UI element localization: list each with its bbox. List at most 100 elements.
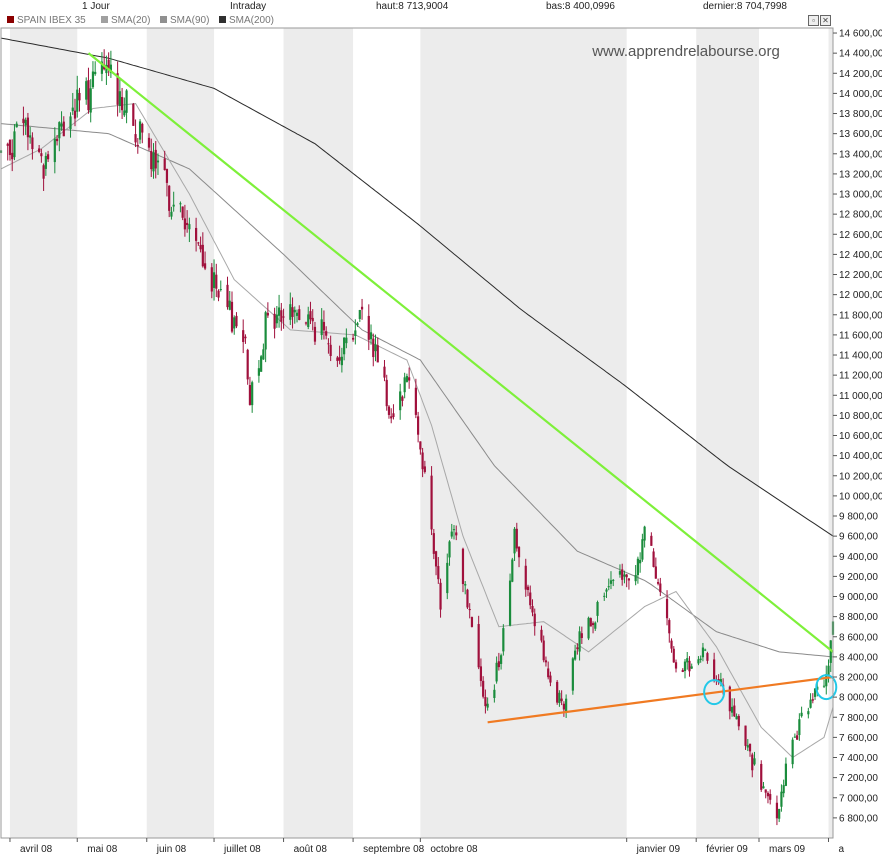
candle-down — [549, 675, 552, 683]
period-label[interactable]: 1 Jour — [82, 1, 110, 12]
month-band — [9, 28, 78, 838]
legend-swatch-ibex — [7, 16, 14, 23]
candle-up — [374, 344, 377, 352]
candle-down — [540, 629, 543, 641]
candle-down — [309, 311, 312, 320]
candle-up — [798, 719, 801, 736]
x-tick-label: juin 08 — [156, 844, 187, 854]
candle-down — [401, 396, 404, 401]
y-tick-label: 13 000,00 — [839, 190, 882, 201]
plot-border — [0, 27, 834, 839]
mode-label[interactable]: Intraday — [230, 1, 267, 12]
candle-down — [11, 152, 14, 160]
candle-up — [782, 785, 785, 794]
y-tick-label: 13 800,00 — [839, 109, 882, 120]
candle-down — [432, 533, 435, 554]
month-band — [696, 28, 759, 838]
y-tick-label: 12 000,00 — [839, 290, 882, 301]
watermark: www.apprendrelabourse.org — [591, 43, 780, 60]
candle-down — [134, 134, 137, 143]
candle-up — [257, 368, 260, 376]
close-icon[interactable]: ✕ — [820, 15, 831, 26]
candle-down — [201, 244, 204, 267]
candle-down — [31, 137, 34, 150]
candle-up — [643, 526, 646, 541]
candle-down — [477, 624, 480, 668]
candle-up — [24, 119, 27, 126]
y-tick-label: 12 400,00 — [839, 250, 882, 261]
candle-up — [228, 300, 231, 310]
candle-down — [385, 379, 388, 407]
y-tick-label: 14 400,00 — [839, 49, 882, 60]
candle-down — [748, 743, 752, 752]
candle-up — [105, 65, 108, 74]
candle-down — [186, 222, 189, 226]
candle-up — [69, 116, 72, 130]
x-tick-label: mars 09 — [769, 844, 806, 854]
candle-up — [356, 323, 359, 325]
candle-down — [668, 620, 671, 634]
candle-down — [273, 313, 276, 329]
candle-up — [623, 574, 626, 577]
candle-up — [156, 160, 160, 163]
candle-down — [329, 344, 332, 357]
candle-up — [793, 736, 796, 738]
candle-down — [244, 336, 247, 339]
candle-down — [8, 139, 12, 156]
candle-down — [656, 582, 660, 584]
highlights-layer — [703, 674, 838, 706]
candle-down — [497, 661, 500, 668]
candle-down — [327, 343, 330, 345]
y-tick-label: 10 400,00 — [839, 451, 882, 462]
candle-down — [168, 185, 171, 211]
candle-down — [681, 670, 684, 672]
candle-down — [484, 696, 487, 707]
candle-down — [87, 80, 90, 111]
candle-down — [526, 586, 530, 591]
candle-down — [120, 97, 124, 111]
candle-down — [311, 317, 314, 322]
candle-down — [181, 206, 184, 218]
candle-up — [44, 155, 47, 169]
restore-icon[interactable]: ▫ — [808, 15, 819, 26]
candle-down — [468, 609, 471, 611]
candle-down — [217, 290, 220, 298]
candle-up — [690, 666, 693, 669]
candle-up — [502, 628, 505, 652]
candle-down — [737, 715, 740, 727]
candle-down — [760, 763, 763, 790]
candle-down — [733, 705, 736, 717]
candle-down — [470, 617, 474, 627]
candle-down — [62, 121, 65, 137]
candle-up — [118, 91, 121, 107]
candle-down — [215, 274, 218, 289]
y-tick-label: 10 600,00 — [839, 431, 882, 442]
candle-down — [313, 326, 317, 342]
candle-down — [524, 565, 527, 590]
candle-down — [414, 387, 417, 415]
candle-up — [188, 224, 191, 230]
last-value: dernier:8 704,7998 — [703, 1, 787, 12]
sma200-layer — [0, 37, 834, 537]
candle-down — [230, 301, 234, 332]
candle-down — [479, 666, 483, 681]
candle-down — [589, 618, 592, 627]
candle-down — [141, 123, 144, 133]
candle-down — [542, 640, 545, 661]
candle-up — [571, 658, 574, 691]
candle-down — [529, 592, 532, 606]
candle-up — [605, 589, 608, 592]
candle-down — [670, 640, 673, 649]
candle-down — [298, 309, 301, 321]
candle-up — [219, 289, 222, 291]
candle-down — [325, 331, 328, 336]
candle-down — [390, 416, 393, 419]
candle-up — [565, 698, 568, 712]
candle-down — [591, 623, 595, 626]
y-tick-label: 11 800,00 — [839, 310, 882, 321]
candle-up — [448, 541, 451, 558]
legend: SPAIN IBEX 35 SMA(20) SMA(90) SMA(200) — [0, 14, 833, 28]
legend-label-ibex: SPAIN IBEX 35 — [17, 15, 86, 26]
candle-up — [822, 685, 826, 687]
